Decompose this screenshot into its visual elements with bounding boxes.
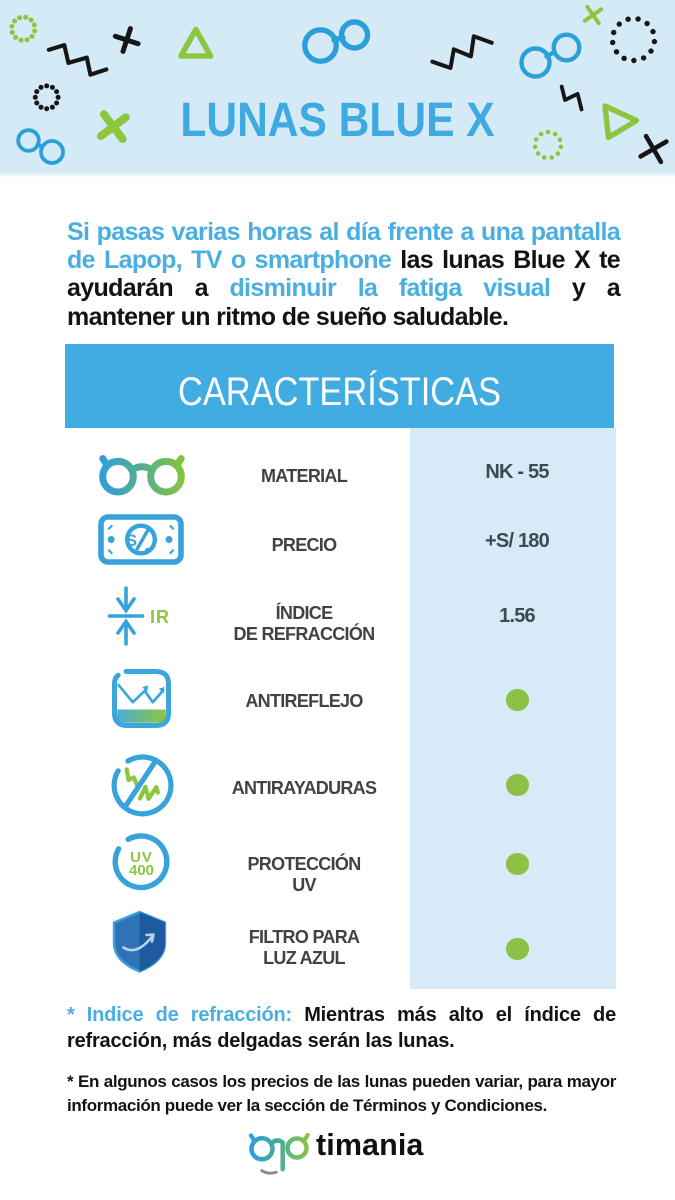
svg-text:IR: IR [150, 607, 170, 627]
svg-text:400: 400 [129, 862, 154, 879]
svg-text:UV: UV [130, 849, 153, 866]
svg-text:S: S [126, 532, 137, 550]
